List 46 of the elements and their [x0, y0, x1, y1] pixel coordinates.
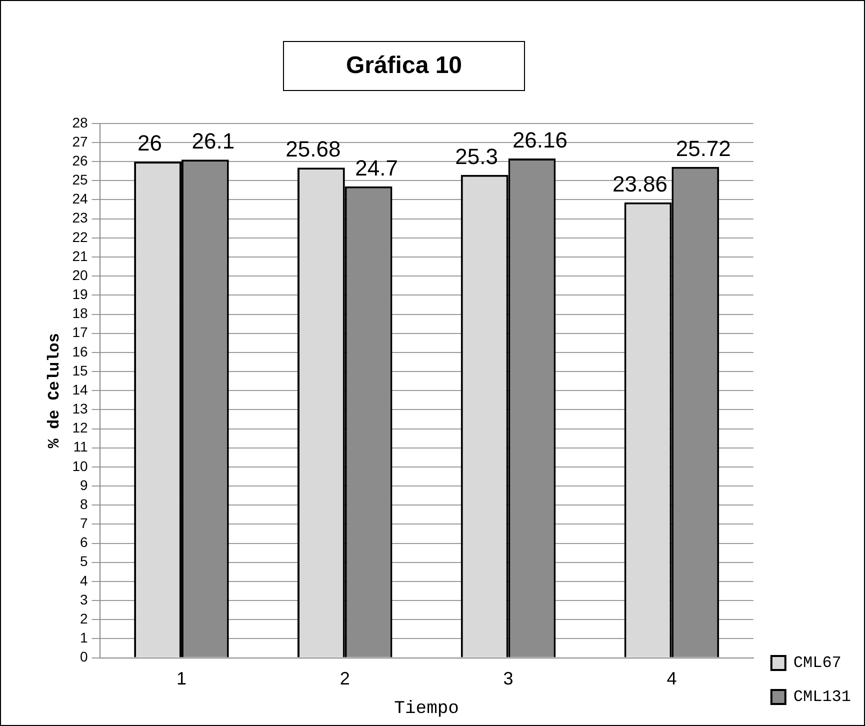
y-tick-label: 27 — [72, 133, 88, 150]
data-label: 26.1 — [192, 128, 235, 154]
y-tick-label: 13 — [72, 400, 88, 417]
y-tick-label: 8 — [80, 496, 88, 512]
y-tick-label: 12 — [72, 420, 88, 436]
y-tick-label: 11 — [73, 438, 88, 455]
y-tick-label: 16 — [72, 343, 88, 360]
y-tick-label: 28 — [72, 114, 88, 130]
y-tick-label: 6 — [80, 534, 88, 550]
y-tick-label: 22 — [72, 228, 88, 245]
y-tick-label: 10 — [72, 458, 88, 474]
data-label: 24.7 — [355, 155, 398, 180]
y-tick-label: 24 — [72, 190, 88, 207]
data-label: 26.16 — [512, 128, 568, 153]
legend-label: CML131 — [793, 688, 851, 706]
x-tick-label: 3 — [503, 668, 514, 689]
y-tick-label: 14 — [72, 381, 88, 398]
y-axis-title: % de Celulos — [46, 332, 64, 448]
y-tick-label: 7 — [80, 515, 88, 532]
y-tick-label: 26 — [72, 152, 88, 168]
data-label: 25.68 — [286, 136, 341, 162]
data-label: 26 — [138, 130, 162, 156]
x-tick-label: 1 — [176, 668, 186, 689]
y-tick-label: 5 — [80, 553, 88, 570]
y-tick-label: 4 — [80, 572, 88, 588]
y-tick-label: 15 — [72, 362, 88, 378]
y-tick-label: 2 — [80, 610, 88, 626]
y-tick-label: 3 — [80, 591, 88, 608]
y-tick-label: 19 — [72, 286, 88, 302]
y-tick-label: 17 — [72, 324, 88, 340]
y-tick-label: 0 — [80, 648, 88, 665]
x-axis-title: Tiempo — [394, 698, 459, 719]
y-tick-label: 20 — [72, 266, 88, 283]
data-label: 23.86 — [612, 171, 668, 196]
y-tick-label: 23 — [72, 210, 88, 226]
y-tick-label: 25 — [72, 172, 88, 188]
y-tick-label: 9 — [80, 476, 88, 493]
y-tick-label: 21 — [72, 248, 88, 264]
x-tick-label: 4 — [666, 668, 677, 689]
chart-title: Gráfica 10 — [283, 41, 525, 91]
y-tick-label: 18 — [72, 305, 88, 322]
data-label: 25.72 — [676, 136, 731, 161]
data-label: 25.3 — [455, 144, 498, 169]
y-tick-label: 1 — [80, 630, 88, 646]
x-tick-label: 2 — [340, 668, 350, 689]
legend-label: CML67 — [793, 654, 842, 672]
